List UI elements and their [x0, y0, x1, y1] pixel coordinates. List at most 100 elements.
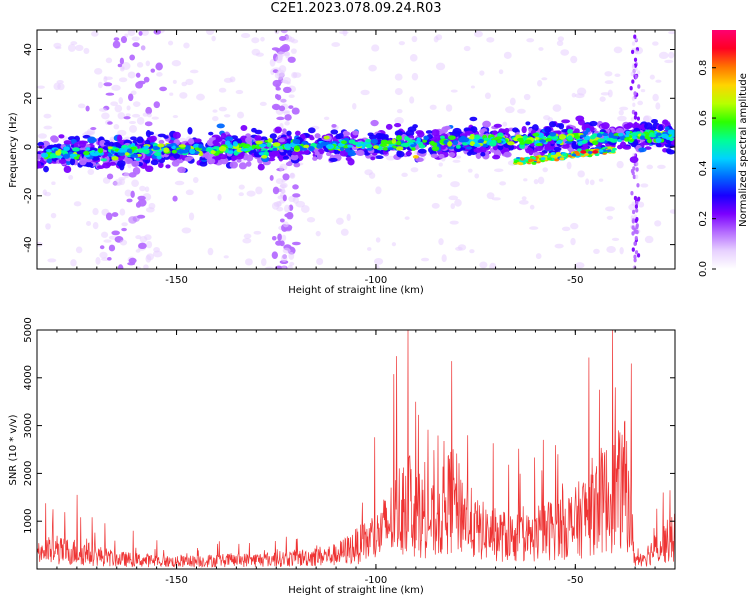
spectrogram-cell — [111, 212, 119, 217]
spectrogram-cell — [276, 94, 282, 101]
spectrogram-cell — [111, 156, 119, 161]
spectrogram-cell — [521, 125, 527, 134]
spectrogram-cell — [43, 125, 53, 130]
spectrogram-cell — [632, 69, 636, 74]
spectrogram-cell — [370, 156, 376, 161]
spectrogram-cell — [607, 146, 613, 150]
spectrogram-cell — [171, 149, 178, 154]
spectrogram-cell — [430, 153, 439, 159]
spectrogram-cell — [251, 127, 257, 133]
spectrogram-cell — [121, 227, 127, 232]
spectrogram-cell — [632, 152, 636, 158]
spectrogram-cell — [596, 133, 603, 138]
spectrogram-cell — [124, 189, 132, 197]
spectrogram-cell — [289, 173, 295, 178]
spectrogram-cell — [177, 166, 186, 174]
spectrogram-cell — [502, 121, 508, 127]
spectrogram-cell — [41, 152, 49, 158]
spectrogram-cell — [538, 47, 544, 51]
spectrogram-cell — [655, 102, 661, 110]
spectrogram-cell — [279, 240, 285, 247]
spectrogram-cell — [145, 207, 155, 213]
spectrogram-cell — [528, 148, 534, 156]
spectrogram-cell — [606, 245, 616, 253]
spectrogram-cell — [58, 134, 65, 139]
spectrogram-cell — [326, 144, 334, 150]
spectrogram-cell — [103, 141, 111, 147]
spectrogram-cell — [110, 101, 119, 107]
spectrogram-cell — [433, 36, 439, 43]
spectrogram-cell — [144, 145, 150, 150]
spectrogram-cell — [633, 227, 637, 233]
spectrogram-cell — [144, 186, 150, 193]
spectrogram-cell — [280, 30, 288, 34]
spectrogram-cell — [644, 146, 652, 150]
spectrogram-cell — [438, 238, 444, 246]
spectrogram-cell — [589, 120, 598, 127]
spectrogram-cell — [425, 130, 433, 134]
spectrogram-cell — [172, 131, 181, 139]
spectrogram-cell — [557, 36, 565, 42]
spectrogram-cell — [99, 139, 106, 147]
spectrogram-cell — [85, 105, 90, 112]
spectrogram-cell — [447, 145, 455, 150]
spectrogram-cell — [171, 60, 182, 67]
spectrogram-cell — [512, 127, 519, 133]
spectrogram-cell — [655, 143, 662, 148]
spectrogram-cell — [631, 201, 635, 206]
spectrogram-cell — [463, 45, 471, 52]
spectrogram-cell — [172, 195, 178, 202]
spectrogram-cell — [497, 145, 503, 150]
spectrogram-cell — [211, 35, 216, 42]
spectrogram-cell — [258, 143, 267, 148]
spectrogram-cell — [619, 246, 624, 255]
spectrogram-cell — [403, 142, 409, 148]
spectrogram-cell — [658, 51, 669, 60]
spectrogram-cell — [526, 38, 535, 43]
spectrogram-cell — [143, 264, 149, 269]
spectrogram-cell — [269, 58, 276, 67]
spectrogram-cell — [342, 130, 349, 137]
spectrogram-cell — [280, 98, 287, 103]
snr-background — [37, 330, 675, 569]
spectrogram-cell — [404, 216, 410, 220]
spectrogram-cell — [549, 132, 557, 137]
spectrogram-cell — [575, 152, 581, 156]
spectrogram-cell — [409, 96, 415, 104]
spectrogram-cell — [624, 134, 630, 138]
colorbar: 0.0 0.2 0.4 0.6 0.8 Normalized spectral ampl… — [698, 30, 749, 277]
spectrogram-cell — [139, 235, 148, 243]
spectrogram-cell — [303, 142, 310, 146]
spectrogram-cell — [631, 41, 636, 46]
spectrogram-cell — [99, 251, 108, 259]
spectrogram-cell — [136, 117, 145, 125]
spectrogram-cell — [435, 62, 446, 71]
colorbar-tick-label: 0.2 — [698, 211, 709, 227]
spectrogram-cell — [412, 124, 418, 129]
spectrogram-cell — [347, 158, 355, 166]
spectrogram-cell — [554, 158, 560, 162]
spectrogram-cell — [532, 133, 540, 137]
spectrogram-cell — [288, 251, 295, 260]
spectrogram-cell — [535, 253, 542, 260]
spectrogram-cell — [360, 89, 370, 96]
spectrogram-cell — [267, 138, 273, 143]
spectrogram-cell — [157, 143, 165, 148]
spectrogram-cell — [382, 146, 389, 151]
spectrogram-cell — [237, 111, 245, 119]
spectrogram-cell — [470, 134, 476, 140]
spectrogram-cell — [275, 55, 283, 64]
spectrogram-cell — [261, 258, 267, 266]
spectrogram-cell — [658, 124, 664, 132]
spectrogram-cell — [260, 36, 265, 42]
spectrogram-cell — [571, 92, 576, 98]
spectrogram-cell — [107, 257, 112, 261]
spectrogram-cell — [624, 137, 630, 142]
spectrogram-cell — [251, 37, 260, 44]
spectrogram-cell — [616, 138, 623, 143]
spectrogram-cell — [183, 42, 190, 49]
spectrogram-cell — [371, 44, 380, 52]
spectrogram-cell — [480, 152, 486, 157]
spectrogram-cell — [67, 44, 76, 52]
